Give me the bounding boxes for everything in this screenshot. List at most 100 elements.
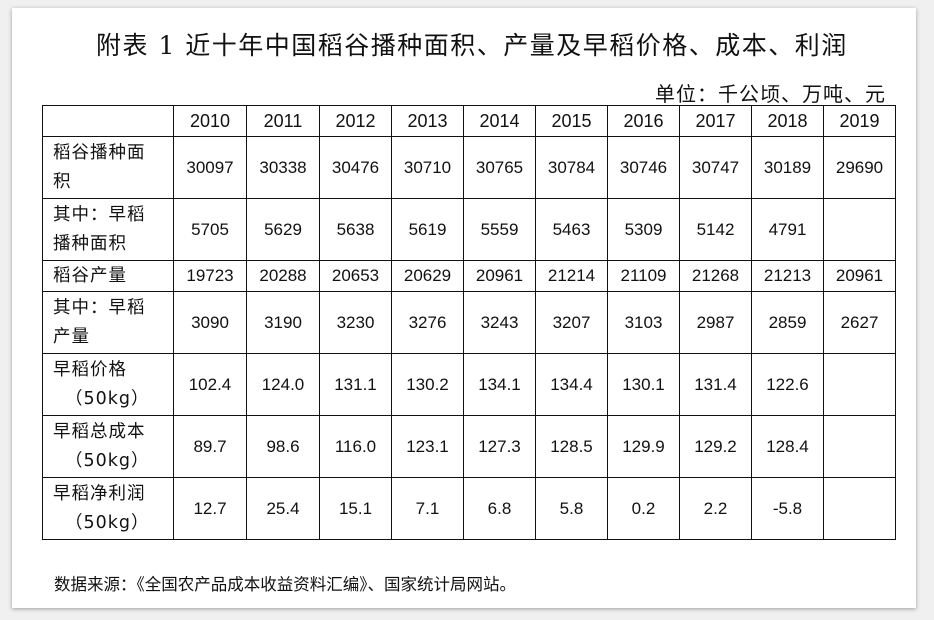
data-cell: 3276 [391,291,464,354]
row-label-line: 早稻价格 [53,359,127,380]
year-header: 2018 [751,105,824,137]
data-cell: 5.8 [535,477,608,540]
data-cell: 98.6 [246,415,320,478]
data-cell [823,415,896,478]
data-cell: 21214 [535,260,608,292]
table-row: 稻谷播种面积 30097 30338 30476 30710 30765 30784 3074… [42,136,896,199]
data-cell: 20653 [319,260,392,292]
data-cell: 7.1 [391,477,464,540]
row-label: 早稻净利润 （50kg） [42,477,174,540]
data-cell: 2859 [751,291,824,354]
data-cell: 129.2 [679,415,752,478]
data-cell: 102.4 [173,353,247,416]
data-cell: 20288 [246,260,320,292]
table-row: 其中：早稻 播种面积 5705 5629 5638 5619 5559 5463 5309 514… [42,198,896,261]
data-cell: 29690 [823,136,896,199]
data-cell: 5705 [173,198,247,261]
data-cell [823,477,896,540]
data-cell: 130.1 [607,353,680,416]
data-cell: 5638 [319,198,392,261]
data-cell: -5.8 [751,477,824,540]
table-title: 附表 1 近十年中国稻谷播种面积、产量及早稻价格、成本、利润 [96,31,848,60]
data-cell: 30710 [391,136,464,199]
data-cell: 3230 [319,291,392,354]
table-row: 其中：早稻 产量 3090 3190 3230 3276 3243 3207 3103 2987 2… [42,291,896,354]
row-label: 早稻总成本 （50kg） [42,415,174,478]
data-cell: 134.4 [535,353,608,416]
year-header: 2016 [607,105,680,137]
data-cell: 21213 [751,260,824,292]
table-row: 早稻价格 （50kg） 102.4 124.0 131.1 130.2 134.1 134.4… [42,353,896,416]
row-label-line: （50kg） [65,512,150,533]
data-cell: 116.0 [319,415,392,478]
row-label: 其中：早稻 产量 [42,291,174,354]
data-cell: 3207 [535,291,608,354]
row-label-line: 稻谷播种面 [53,142,146,163]
row-label-line: 其中：早稻 [53,204,146,225]
data-cell: 123.1 [391,415,464,478]
data-cell: 15.1 [319,477,392,540]
data-cell: 124.0 [246,353,320,416]
data-cell [823,198,896,261]
data-cell: 2987 [679,291,752,354]
data-cell: 20961 [463,260,536,292]
data-cell: 4791 [751,198,824,261]
year-header: 2017 [679,105,752,137]
data-cell: 2.2 [679,477,752,540]
data-cell: 3243 [463,291,536,354]
row-label: 稻谷播种面积 [42,136,174,199]
row-label: 早稻价格 （50kg） [42,353,174,416]
data-cell: 134.1 [463,353,536,416]
header-row: 2010 2011 2012 2013 2014 2015 2016 2017 … [42,105,896,137]
data-cell: 0.2 [607,477,680,540]
data-cell: 21109 [607,260,680,292]
data-cell: 5142 [679,198,752,261]
document-page: 附表 1 近十年中国稻谷播种面积、产量及早稻价格、成本、利润 单位：千公顷、万吨… [12,8,916,608]
data-cell: 131.4 [679,353,752,416]
data-cell: 2627 [823,291,896,354]
data-cell: 25.4 [246,477,320,540]
data-cell: 89.7 [173,415,247,478]
year-header: 2019 [823,105,896,137]
row-label-line: 播种面积 [53,233,127,254]
data-cell: 21268 [679,260,752,292]
row-label-line: 稻谷产量 [53,265,127,286]
year-header: 2013 [391,105,464,137]
data-cell: 30338 [246,136,320,199]
data-cell: 129.9 [607,415,680,478]
row-label-line: （50kg） [65,388,150,409]
data-cell: 3190 [246,291,320,354]
row-label-line: 积 [53,171,72,192]
data-cell: 3103 [607,291,680,354]
source-note: 数据来源：《全国农产品成本收益资料汇编》、国家统计局网站。 [54,575,516,594]
row-label-line: 产量 [53,326,90,347]
data-cell: 5309 [607,198,680,261]
table-row: 早稻总成本 （50kg） 89.7 98.6 116.0 123.1 127.3 128.5 1… [42,415,896,478]
year-header: 2010 [173,105,247,137]
data-cell: 3090 [173,291,247,354]
data-cell: 19723 [173,260,247,292]
data-cell: 122.6 [751,353,824,416]
data-cell: 130.2 [391,353,464,416]
data-cell: 20961 [823,260,896,292]
data-cell: 5629 [246,198,320,261]
table-row: 早稻净利润 （50kg） 12.7 25.4 15.1 7.1 6.8 5.8 0.2 2.2 -5… [42,477,896,540]
data-cell: 131.1 [319,353,392,416]
data-cell: 30189 [751,136,824,199]
data-cell: 30747 [679,136,752,199]
data-cell: 128.4 [751,415,824,478]
year-header: 2012 [319,105,392,137]
data-cell: 127.3 [463,415,536,478]
row-label-line: （50kg） [65,450,150,471]
data-cell: 128.5 [535,415,608,478]
row-label-line: 早稻总成本 [53,421,146,442]
row-label: 其中：早稻播种面积 [42,198,174,261]
data-cell [823,353,896,416]
unit-note: 单位：千公顷、万吨、元 [655,82,886,106]
data-cell: 6.8 [463,477,536,540]
data-cell: 30476 [319,136,392,199]
table-row: 稻谷产量 19723 20288 20653 20629 20961 21214 21109 2… [42,260,896,292]
data-cell: 20629 [391,260,464,292]
data-cell: 12.7 [173,477,247,540]
data-cell: 5463 [535,198,608,261]
